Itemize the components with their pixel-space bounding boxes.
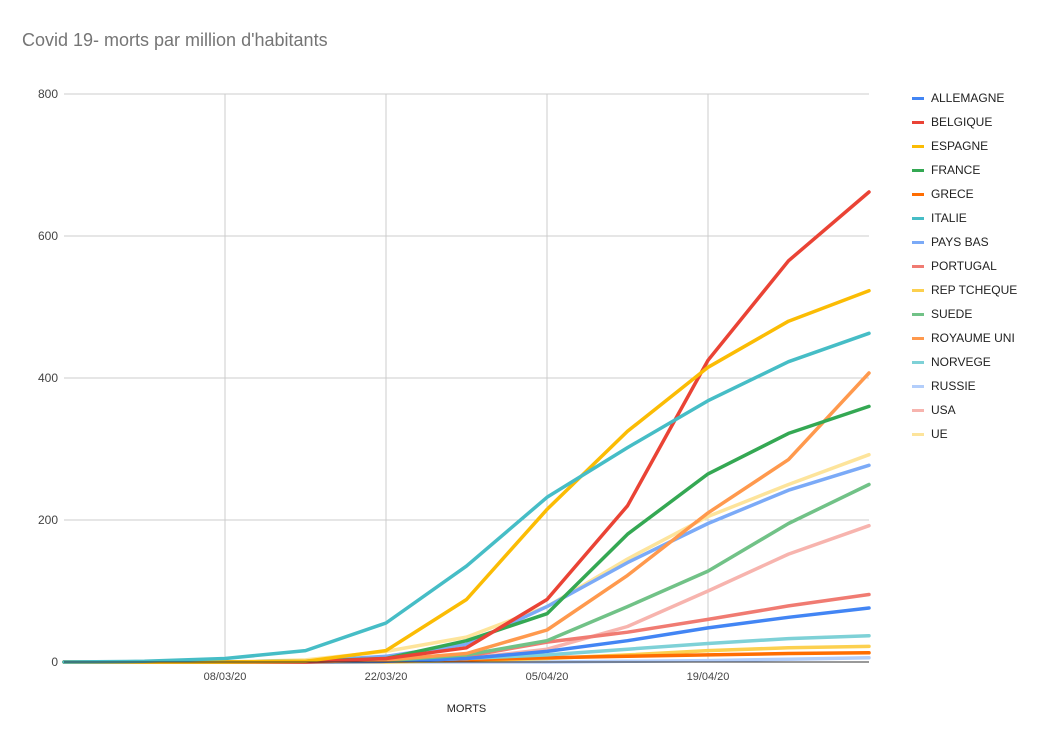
legend-item: ALLEMAGNE [912,86,1017,110]
legend-swatch [912,288,924,292]
legend-label: BELGIQUE [931,115,993,129]
legend-swatch [912,384,924,388]
y-tick-label: 600 [38,229,58,243]
legend-label: NORVEGE [931,355,991,369]
legend: ALLEMAGNE BELGIQUE ESPAGNE FRANCE GRECE ITALI… [912,86,1017,446]
legend-label: SUEDE [931,307,973,321]
legend-swatch [912,336,924,340]
series-line-royaume-uni [62,371,871,664]
series-line-pays-bas [62,463,871,664]
legend-swatch [912,432,924,436]
series-line-espagne [62,288,871,664]
chart-title: Covid 19- morts par million d'habitants [22,30,328,50]
legend-item: UE [912,422,1017,446]
legend-label: RUSSIE [931,379,976,393]
legend-label: ESPAGNE [931,139,989,153]
legend-swatch [912,96,924,100]
x-tick-label: 19/04/20 [687,671,730,683]
legend-swatch [912,168,924,172]
legend-swatch [912,360,924,364]
legend-swatch [912,144,924,148]
legend-swatch [912,240,924,244]
x-tick-label: 05/04/20 [526,671,569,683]
legend-swatch [912,264,924,268]
legend-swatch [912,120,924,124]
x-tick-label: 08/03/20 [204,671,247,683]
legend-item: NORVEGE [912,350,1017,374]
legend-swatch [912,408,924,412]
legend-label: GRECE [931,187,974,201]
series-lines [62,190,871,664]
legend-swatch [912,216,924,220]
y-tick-label: 400 [38,371,58,385]
legend-item: ROYAUME UNI [912,326,1017,350]
legend-item: GRECE [912,182,1017,206]
legend-item: FRANCE [912,158,1017,182]
y-axis-tick-labels: 0 200 400 600 800 [38,87,58,669]
legend-label: PORTUGAL [931,259,997,273]
y-tick-label: 800 [38,87,58,101]
legend-label: UE [931,427,948,441]
legend-item: PORTUGAL [912,254,1017,278]
y-tick-label: 0 [51,655,58,669]
legend-label: ROYAUME UNI [931,331,1015,345]
x-tick-label: 22/03/20 [365,671,408,683]
x-axis-tick-labels: 08/03/20 22/03/20 05/04/20 19/04/20 [204,671,730,683]
x-axis-label: MORTS [447,703,487,715]
legend-item: BELGIQUE [912,110,1017,134]
series-line-italie [62,331,871,664]
legend-swatch [912,192,924,196]
legend-item: USA [912,398,1017,422]
legend-swatch [912,312,924,316]
series-line-belgique [62,190,871,664]
legend-item: ITALIE [912,206,1017,230]
legend-item: SUEDE [912,302,1017,326]
y-tick-label: 200 [38,513,58,527]
legend-label: FRANCE [931,163,981,177]
legend-item: ESPAGNE [912,134,1017,158]
grid-lines [64,93,869,662]
legend-item: RUSSIE [912,374,1017,398]
legend-label: USA [931,403,956,417]
legend-label: REP TCHEQUE [931,283,1018,297]
legend-label: PAYS BAS [931,235,989,249]
legend-label: ITALIE [931,211,967,225]
legend-label: ALLEMAGNE [931,91,1005,105]
legend-item: REP TCHEQUE [912,278,1017,302]
legend-item: PAYS BAS [912,230,1017,254]
